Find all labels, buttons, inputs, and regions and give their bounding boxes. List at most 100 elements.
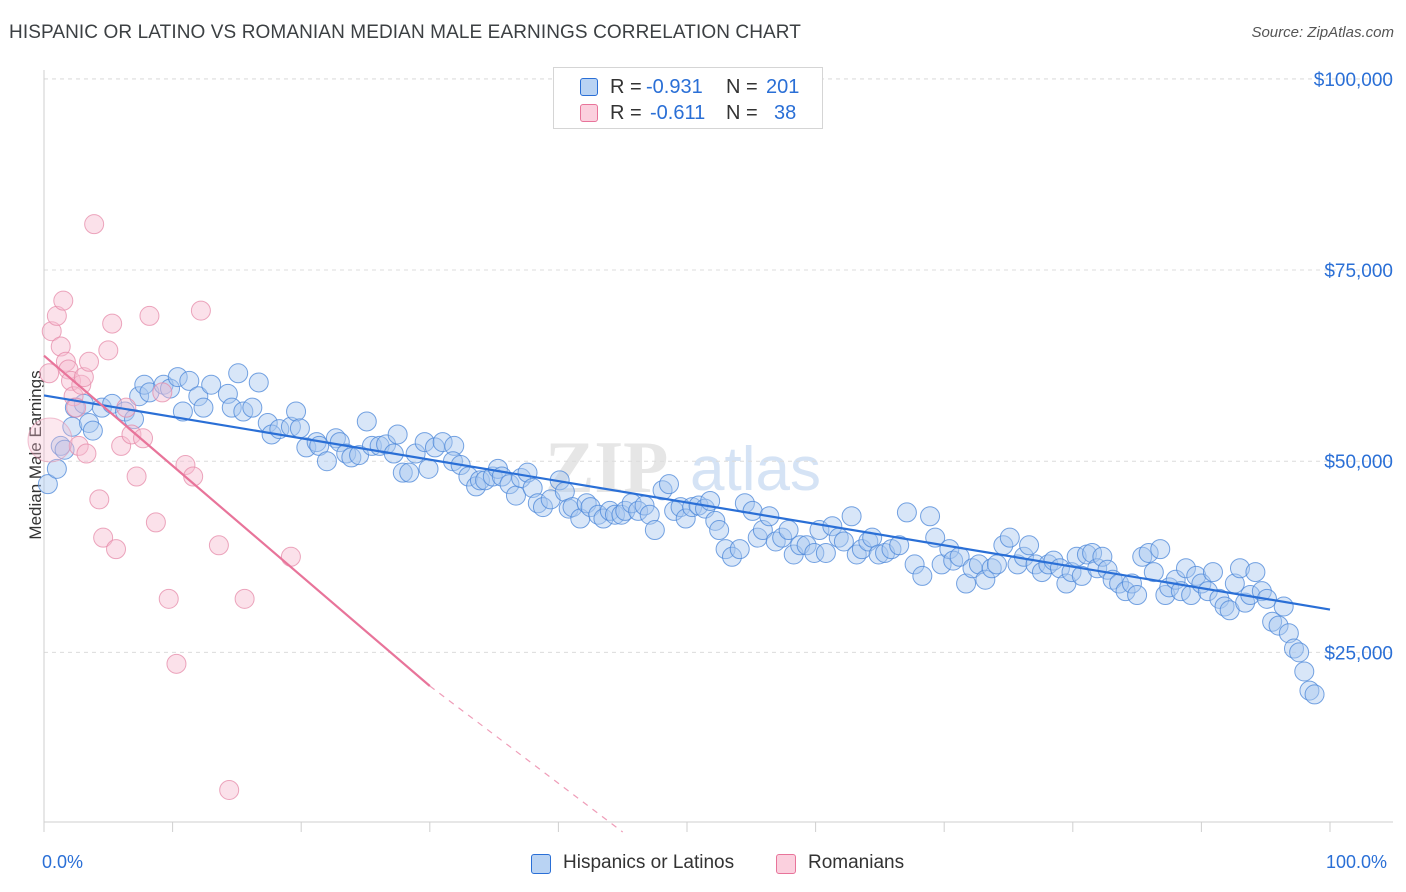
data-point [628,500,649,521]
data-point [286,401,307,422]
data-point [50,336,71,357]
data-point [1294,661,1315,682]
trend-line-romanians-extension [429,685,624,833]
data-point [1143,562,1164,583]
data-point [1268,615,1289,636]
data-point [129,386,150,407]
data-point [158,588,179,609]
data-point [145,512,166,533]
data-point [1082,542,1103,563]
r-label: R = [610,76,642,98]
data-point [604,504,625,525]
blue-swatch-icon [580,78,598,96]
y-tick-label: $100,000 [1314,70,1393,91]
data-point [804,542,825,563]
data-point [82,420,103,441]
data-point [188,386,209,407]
data-point [611,504,632,525]
series-hispanics-points [37,363,1325,705]
data-point [221,397,242,418]
n-label: N = [726,102,758,124]
data-point [1132,546,1153,567]
data-point [920,506,941,527]
data-point [729,539,750,560]
n-value: 38 [774,102,797,124]
data-point [722,546,743,567]
data-point [675,508,696,529]
data-point [356,411,377,432]
data-point [1245,562,1266,583]
data-point [943,550,964,571]
data-point [76,443,97,464]
data-point [1150,539,1171,560]
data-point [139,305,160,326]
data-point [126,466,147,487]
data-point [1278,623,1299,644]
data-point [190,300,211,321]
data-point [46,305,67,326]
data-point [968,554,989,575]
n-value: 201 [766,76,800,98]
data-point [1262,611,1283,632]
data-point [432,432,453,453]
data-point [53,290,74,311]
data-point [316,451,337,472]
data-point [522,477,543,498]
data-point [46,458,67,479]
trend-line-hispanics [43,394,1331,611]
data-point [84,214,105,235]
data-point [111,435,132,456]
data-point [179,370,200,391]
pink-swatch-icon [580,104,598,122]
data-point [208,535,229,556]
data-point [106,539,127,560]
data-point [469,470,490,491]
data-point [39,363,60,384]
data-point [658,474,679,495]
data-point [889,535,910,556]
pink-swatch-icon [776,854,796,874]
y-tick-label: $75,000 [1324,261,1393,282]
data-point [1092,546,1113,567]
data-point [904,554,925,575]
data-point [1202,562,1223,583]
data-point [73,367,94,388]
data-point [418,458,439,479]
data-point [89,489,110,510]
y-tick-label: $50,000 [1324,452,1393,473]
data-point [55,351,76,372]
chart-title: HISPANIC OR LATINO VS ROMANIAN MEDIAN MA… [9,22,801,43]
y-tick-label: $25,000 [1324,643,1393,664]
data-point [765,531,786,552]
data-point [956,573,977,594]
data-point [999,527,1020,548]
data-point [1097,559,1118,580]
data-point [742,500,763,521]
n-label: N = [726,76,758,98]
data-point [1289,642,1310,663]
data-point [234,588,255,609]
data-point [986,554,1007,575]
data-point [193,397,214,418]
data-point [444,435,465,456]
x-tick-label-min: 0.0% [42,852,84,872]
data-point [219,779,240,800]
data-point [68,435,89,456]
data-point [152,382,173,403]
legend-label: Hispanics or Latinos [563,852,735,873]
stats-legend: R = -0.931 N = 201 R = -0.611 N = 38 [553,67,823,129]
data-point [242,397,263,418]
data-point [175,455,196,476]
data-point [201,374,222,395]
series-legend: Hispanics or Latinos Romanians [0,852,1406,878]
data-point [580,497,601,518]
data-point [121,424,142,445]
data-point [709,520,730,541]
data-point [399,462,420,483]
data-point [1175,558,1196,579]
data-point [644,520,665,541]
y-tick-labels: $25,000 $50,000 $75,000 $100,000 [1314,70,1393,664]
data-point [1138,542,1159,563]
data-point [289,418,310,439]
